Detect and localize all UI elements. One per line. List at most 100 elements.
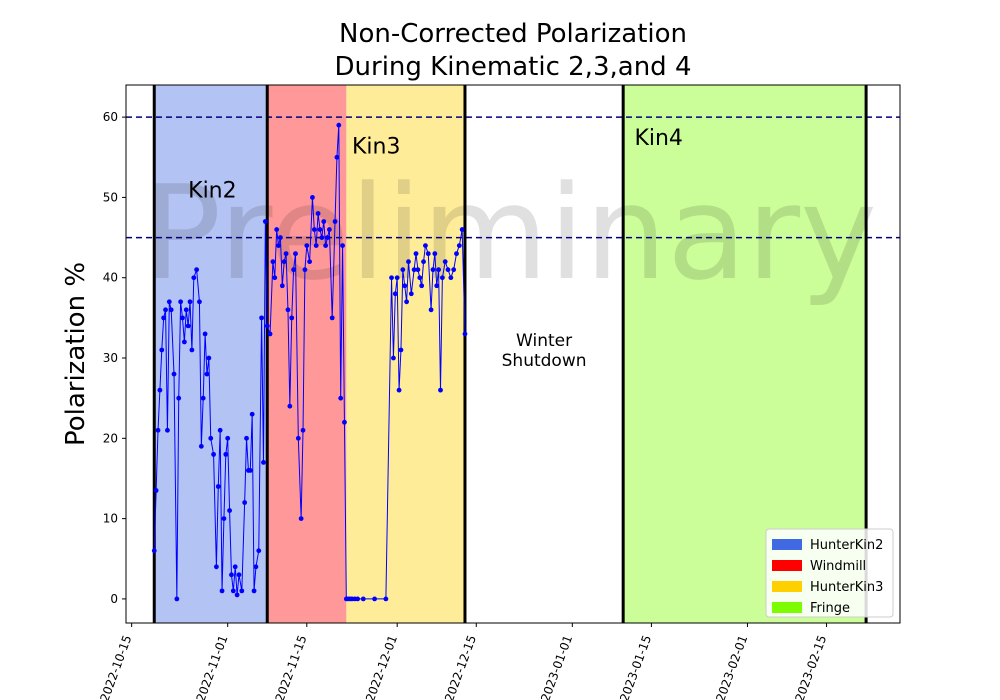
data-points [151,122,468,602]
data-point [448,275,454,281]
data-point [187,299,193,305]
data-point [336,122,342,128]
data-point [236,572,242,578]
data-point [283,251,289,257]
data-point [194,267,200,273]
data-point [197,299,202,305]
data-point [274,227,280,232]
data-point [176,395,182,401]
data-point [202,331,208,337]
data-point [221,516,227,522]
annotation-line: Winter [516,331,572,351]
data-point [289,315,295,321]
x-tick-label: 2023-02-01 [713,633,750,700]
data-point [307,259,313,265]
data-point [394,275,400,281]
x-tick-label: 2022-12-01 [363,633,400,700]
data-point [200,395,206,401]
data-point [389,275,394,281]
data-point [183,307,189,313]
data-point [428,307,434,313]
data-point [392,291,398,297]
legend-label: Fringe [810,601,850,616]
data-point [456,243,462,248]
data-point [168,307,174,313]
data-point [272,275,278,281]
y-tick-label: 40 [103,271,118,285]
region-windmill [267,85,347,623]
legend-swatch [772,581,802,592]
data-point [206,355,212,361]
annotation-line: Shutdown [502,351,587,371]
data-point [171,371,177,377]
data-point [191,275,197,281]
data-point [151,548,157,554]
chart-title-line2: During Kinematic 2,3,and 4 [335,52,692,82]
data-point [451,267,457,273]
x-tick-label: 2023-01-15 [617,633,654,700]
data-point [276,243,281,248]
data-point [281,259,287,265]
data-point [445,267,451,273]
data-point [239,588,245,594]
data-point [215,484,221,489]
data-point [234,592,240,598]
data-point [165,427,170,433]
data-point [279,283,285,289]
y-tick-label: 50 [103,190,118,204]
y-axis-label: Polarization % [61,262,91,446]
data-point [163,307,168,313]
data-point [267,331,273,337]
data-point [332,219,338,224]
region-labels: Kin2 Kin3 Kin4 [188,126,683,203]
data-point [213,564,219,570]
data-point [321,219,327,224]
legend-swatch [772,602,802,613]
data-point [323,243,329,248]
data-point [442,259,448,265]
data-point [244,435,249,441]
data-point [223,451,229,457]
y-tick-label: 30 [103,351,118,365]
data-point [434,283,440,289]
data-point [287,403,293,409]
data-point [251,588,257,594]
y-tick-label: 0 [110,592,118,606]
data-point [408,291,414,297]
data-point [293,251,298,257]
y-axis: 0 10 20 30 40 50 60 [103,110,126,606]
data-point [189,347,195,353]
data-point [302,267,308,273]
data-point [291,267,297,273]
data-point [396,387,402,393]
data-point [372,596,377,602]
y-tick-label: 60 [103,110,118,124]
data-point [326,227,332,232]
region-label-kin2: Kin2 [188,178,236,203]
data-point [249,411,255,417]
series-polyline [153,125,466,600]
data-point [178,299,184,305]
data-point [155,427,161,433]
data-point [423,243,428,248]
data-point [325,235,330,240]
data-point [262,219,268,224]
data-point [462,331,468,337]
legend-label: HunterKin3 [810,580,883,595]
x-axis: 2022-10-15 2022-11-01 2022-11-15 2022-12-01… [97,623,829,700]
data-point [225,435,231,441]
data-point [411,267,417,273]
data-point [230,588,236,594]
data-point [334,154,340,160]
data-point [317,227,323,232]
data-point [253,564,259,570]
data-point [438,387,443,393]
data-point [219,588,225,594]
data-point [259,315,264,321]
data-point [166,299,172,305]
data-point [229,572,234,578]
data-point [232,564,238,570]
x-tick-label: 2023-01-01 [538,633,575,700]
